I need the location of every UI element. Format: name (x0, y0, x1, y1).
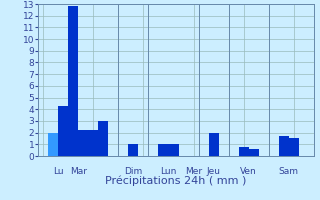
Bar (289, 138, 299, 156)
Bar (99, 121, 108, 156)
Bar (238, 147, 249, 156)
Bar (78, 130, 88, 156)
Text: Sam: Sam (279, 167, 299, 176)
Bar (279, 136, 289, 156)
Text: Lu: Lu (53, 167, 64, 176)
Bar (59, 106, 68, 156)
Text: Lun: Lun (160, 167, 177, 176)
Bar (48, 133, 59, 156)
Bar (128, 144, 139, 156)
Text: Mer: Mer (185, 167, 202, 176)
Text: Jeu: Jeu (206, 167, 220, 176)
Bar (68, 6, 78, 156)
Text: Mar: Mar (70, 167, 87, 176)
Bar (169, 144, 179, 156)
Bar (88, 130, 99, 156)
Text: Dim: Dim (124, 167, 143, 176)
Bar (209, 133, 219, 156)
Bar (158, 144, 169, 156)
Text: Précipitations 24h ( mm ): Précipitations 24h ( mm ) (105, 176, 247, 186)
Text: Ven: Ven (240, 167, 257, 176)
Bar (249, 149, 259, 156)
